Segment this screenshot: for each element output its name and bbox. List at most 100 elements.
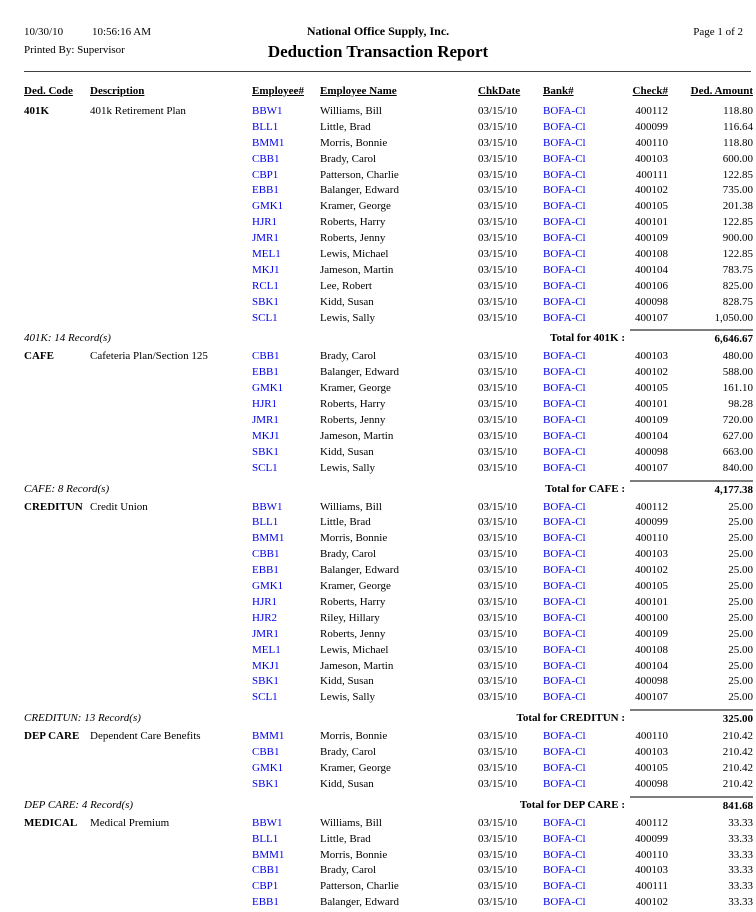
amount-cell: 25.00 [728, 691, 753, 704]
bank-num-cell: BOFA-Cl [543, 611, 586, 624]
total-amount: 6,646.67 [630, 329, 753, 349]
check-num-cell: 400109 [635, 414, 668, 427]
check-num-cell: 400103 [635, 746, 668, 759]
description-cell [90, 761, 252, 777]
table-row: SBK1 Kidd, Susan 03/15/10 BOFA-Cl 400098 828.… [0, 295, 756, 311]
check-num-cell: 400108 [635, 643, 668, 656]
chk-date-cell: 03/15/10 [478, 761, 518, 774]
bank-num-cell: BOFA-Cl [543, 548, 586, 561]
bank-num-cell: BOFA-Cl [543, 691, 586, 704]
chk-date-cell: 03/15/10 [478, 896, 518, 909]
employee-num-cell: BMM1 [252, 532, 285, 545]
employee-name-cell: Jameson, Martin [320, 263, 394, 276]
record-count-label: DEP CARE: 4 Record(s) [24, 798, 134, 811]
bank-num-cell: BOFA-Cl [543, 136, 586, 149]
chk-date-cell: 03/15/10 [478, 564, 518, 577]
ded-code-cell: 401K [24, 105, 50, 117]
amount-cell: 33.33 [728, 880, 753, 893]
bank-num-cell: BOFA-Cl [543, 816, 586, 829]
employee-name-cell: Little, Brad [320, 516, 371, 529]
table-row: JMR1 Roberts, Jenny 03/15/10 BOFA-Cl 400109 7… [0, 413, 756, 429]
check-num-cell: 400112 [635, 500, 668, 513]
report-section: DEP CARE Dependent Care Benefits BMM1 Morri… [0, 729, 756, 816]
ded-code-cell [24, 690, 90, 706]
amount-cell: 825.00 [722, 279, 753, 292]
column-header-row: Ded. Code Description Employee# Employee… [0, 85, 756, 104]
ded-code-cell [24, 413, 90, 429]
bank-num-cell: BOFA-Cl [543, 500, 586, 513]
ded-code-cell [24, 247, 90, 263]
table-row: DEP CARE Dependent Care Benefits BMM1 Morri… [0, 729, 756, 745]
amount-cell: 122.85 [722, 216, 753, 229]
employee-name-cell: Little, Brad [320, 120, 371, 133]
amount-cell: 1,050.00 [714, 311, 754, 324]
bank-num-cell: BOFA-Cl [543, 279, 586, 292]
ded-code-cell [24, 761, 90, 777]
amount-cell: 25.00 [728, 580, 753, 593]
col-header-employee-name: Employee Name [320, 85, 397, 97]
bank-num-cell: BOFA-Cl [543, 311, 586, 324]
amount-cell: 122.85 [722, 248, 753, 261]
description-cell [90, 231, 252, 247]
check-num-cell: 400098 [635, 777, 668, 790]
check-num-cell: 400105 [635, 580, 668, 593]
chk-date-cell: 03/15/10 [478, 136, 518, 149]
description-cell [90, 152, 252, 168]
employee-name-cell: Williams, Bill [320, 105, 382, 117]
employee-name-cell: Lewis, Sally [320, 311, 375, 324]
chk-date-cell: 03/15/10 [478, 532, 518, 545]
ded-code-cell [24, 365, 90, 381]
description-cell [90, 579, 252, 595]
ded-code-cell [24, 183, 90, 199]
bank-num-cell: BOFA-Cl [543, 105, 586, 117]
table-row: EBB1 Balanger, Edward 03/15/10 BOFA-Cl 40010… [0, 183, 756, 199]
employee-name-cell: Kramer, George [320, 580, 391, 593]
col-header-description: Description [90, 85, 145, 97]
employee-num-cell: MEL1 [252, 248, 281, 261]
description-cell [90, 515, 252, 531]
table-row: CREDITUN Credit Union BBW1 Williams, Bill 03… [0, 500, 756, 516]
description-cell [90, 295, 252, 311]
employee-name-cell: Jameson, Martin [320, 429, 394, 442]
bank-num-cell: BOFA-Cl [543, 627, 586, 640]
employee-num-cell: BBW1 [252, 816, 283, 829]
description-cell [90, 595, 252, 611]
employee-num-cell: BMM1 [252, 136, 285, 149]
employee-num-cell: MKJ1 [252, 659, 280, 672]
amount-cell: 201.38 [722, 200, 753, 213]
table-row: SCL1 Lewis, Sally 03/15/10 BOFA-Cl 400107 25.… [0, 690, 756, 706]
employee-num-cell: EBB1 [252, 184, 279, 197]
total-amount: 841.68 [630, 795, 753, 816]
employee-name-cell: Brady, Carol [320, 746, 377, 759]
report-title: Deduction Transaction Report [267, 42, 489, 61]
report-section: MEDICAL Medical Premium BBW1 Williams, Bill… [0, 816, 756, 911]
chk-date-cell: 03/15/10 [478, 429, 518, 442]
table-row: BMM1 Morris, Bonnie 03/15/10 BOFA-Cl 400110 3… [0, 848, 756, 864]
col-header-chk-date: ChkDate [478, 85, 521, 97]
employee-num-cell: EBB1 [252, 896, 279, 909]
amount-cell: 25.00 [728, 611, 753, 624]
ded-code-cell [24, 263, 90, 279]
employee-num-cell: BLL1 [252, 516, 279, 529]
chk-date-cell: 03/15/10 [478, 730, 518, 743]
table-row: BLL1 Little, Brad 03/15/10 BOFA-Cl 400099 33.… [0, 832, 756, 848]
employee-num-cell: SBK1 [252, 295, 279, 308]
check-num-cell: 400104 [635, 659, 668, 672]
bank-num-cell: BOFA-Cl [543, 398, 586, 411]
description-cell [90, 563, 252, 579]
ded-code-cell [24, 311, 90, 327]
chk-date-cell: 03/15/10 [478, 248, 518, 261]
bank-num-cell: BOFA-Cl [543, 366, 586, 379]
ded-code-cell: DEP CARE [24, 730, 80, 743]
description-cell [90, 311, 252, 327]
chk-date-cell: 03/15/10 [478, 152, 518, 165]
table-row: CBB1 Brady, Carol 03/15/10 BOFA-Cl 400103 210… [0, 745, 756, 761]
amount-cell: 900.00 [722, 232, 753, 245]
chk-date-cell: 03/15/10 [478, 263, 518, 276]
employee-name-cell: Roberts, Jenny [320, 414, 386, 427]
bank-num-cell: BOFA-Cl [543, 777, 586, 790]
chk-date-cell: 03/15/10 [478, 777, 518, 790]
chk-date-cell: 03/15/10 [478, 627, 518, 640]
amount-cell: 600.00 [722, 152, 753, 165]
check-num-cell: 400105 [635, 200, 668, 213]
